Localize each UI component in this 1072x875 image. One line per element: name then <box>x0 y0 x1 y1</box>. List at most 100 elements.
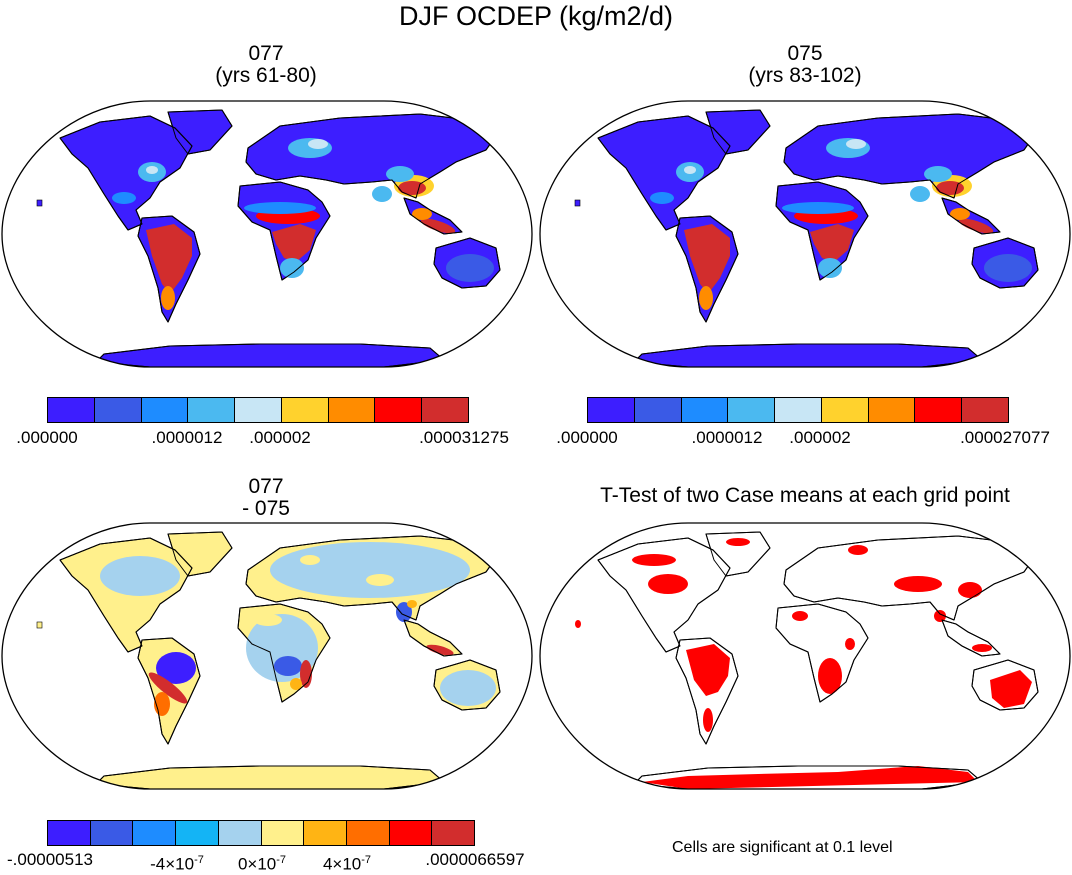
field-sahara-yellow <box>254 614 282 626</box>
map-border <box>1 100 533 368</box>
colorbar-077-label-min: .000000 <box>16 428 78 447</box>
sig-africa-east <box>845 638 855 650</box>
field-east-asia-high <box>936 181 964 195</box>
map-panel-ttest <box>539 522 1071 790</box>
colorbar-swatch <box>915 398 963 422</box>
panel-3-case: 077 <box>248 475 284 498</box>
colorbar-swatch <box>422 398 469 422</box>
colorbar-swatch <box>261 821 305 845</box>
field-africa-high <box>810 224 854 262</box>
sig-eurasia-2 <box>958 582 982 598</box>
field-india <box>372 186 392 202</box>
colorbar-075-label-min: .000000 <box>556 428 618 447</box>
map-border <box>539 100 1071 368</box>
field-indonesia <box>958 218 994 234</box>
pacific-island-cell <box>36 199 43 207</box>
pacific-island-cell <box>574 199 581 207</box>
colorbar-swatch <box>94 398 142 422</box>
colorbar-swatch <box>588 398 635 422</box>
colorbar-077-label-max: .000031275 <box>419 428 509 447</box>
coastline-north-america <box>59 537 193 653</box>
field-east-asia-mid <box>386 166 414 182</box>
field-eurasia-light <box>270 542 470 598</box>
field-east-asia-mid <box>924 166 952 182</box>
panel-2-title: 075 (yrs 83-102) <box>705 43 905 87</box>
colorbar-swatch <box>346 821 390 845</box>
field-africa-north-band <box>244 202 316 214</box>
coastline-australia <box>971 237 1039 289</box>
sig-us <box>648 574 688 594</box>
field-sa-blue <box>156 652 196 684</box>
sig-australia <box>990 670 1032 708</box>
colorbar-075-label-2: .0000012 <box>691 428 763 447</box>
colorbar-swatch <box>235 398 282 422</box>
pacific-island-cell <box>36 621 43 629</box>
colorbar-swatch <box>821 398 869 422</box>
coastline-eurasia <box>245 113 501 199</box>
colorbar-diff-label-3: 0×10-7 <box>237 854 287 874</box>
colorbar-swatch <box>48 398 95 422</box>
colorbar-swatch <box>728 398 776 422</box>
colorbar-077-label-2: .0000012 <box>151 428 223 447</box>
colorbar-swatch <box>48 821 91 845</box>
coastline-africa <box>237 603 331 703</box>
figure-title: DJF OCDEP (kg/m2/d) <box>398 1 674 31</box>
field-europe-yellow <box>300 555 320 565</box>
field-africa-red <box>300 660 312 688</box>
colorbar-075 <box>587 397 1009 423</box>
coastline-australia <box>433 237 501 289</box>
field-india <box>910 186 930 202</box>
field-southern-africa <box>818 258 842 278</box>
coastline-australia <box>971 659 1039 711</box>
sig-africa-south <box>818 658 842 694</box>
field-na-light <box>100 556 180 596</box>
colorbar-swatch <box>634 398 682 422</box>
coastline-north-america <box>59 115 193 231</box>
sig-eurasia-3 <box>848 545 868 555</box>
field-sea-mid <box>412 208 432 220</box>
field-southern-africa <box>280 258 304 278</box>
colorbar-swatch <box>868 398 916 422</box>
sig-africa-north <box>792 611 808 621</box>
field-south-america-edge <box>699 286 713 310</box>
field-africa-north-band <box>782 202 854 214</box>
colorbar-swatch <box>304 821 347 845</box>
field-africa-blue <box>274 656 302 676</box>
field-south-america-edge <box>161 286 175 310</box>
panel-3-diff: - 075 <box>242 497 290 520</box>
colorbar-swatch <box>176 821 219 845</box>
coastline-eurasia <box>245 535 501 621</box>
coastline-greenland <box>167 109 233 155</box>
sig-eurasia-1 <box>894 576 942 592</box>
coastline-south-america <box>137 637 201 745</box>
colorbar-diff-label-max: .0000066597 <box>425 850 525 869</box>
significance-note: Cells are significant at 0.1 level <box>672 839 893 856</box>
panel-1-case: 077 <box>248 42 284 65</box>
coastline-south-america <box>675 637 739 745</box>
colorbar-swatch <box>218 821 262 845</box>
colorbar-075-label-3: .000002 <box>789 428 851 447</box>
map-panel-077 <box>1 100 533 368</box>
colorbar-swatch <box>133 821 177 845</box>
coastline-southeast-asia <box>941 197 1001 235</box>
field-us-east-light <box>684 166 696 174</box>
panel-2-years: (yrs 83-102) <box>748 64 862 87</box>
field-sa-red-band <box>148 672 188 704</box>
coastline-north-america <box>597 115 731 231</box>
coastline-southeast-asia <box>941 619 1001 657</box>
field-us-east-light <box>146 166 158 174</box>
coastline-africa <box>237 181 331 281</box>
coastline-south-america <box>675 215 739 323</box>
map-border <box>1 522 533 790</box>
field-sea-mid <box>950 208 970 220</box>
colorbar-swatch <box>188 398 236 422</box>
field-south-america-high <box>146 224 192 294</box>
colorbar-077 <box>47 397 469 423</box>
field-europe-light <box>846 139 866 149</box>
field-africa-orange <box>290 678 302 690</box>
coastline-southeast-asia <box>403 197 463 235</box>
colorbar-swatch <box>281 398 329 422</box>
field-east-asia-high <box>398 181 426 195</box>
coastline-greenland <box>705 531 771 577</box>
colorbar-swatch <box>141 398 189 422</box>
